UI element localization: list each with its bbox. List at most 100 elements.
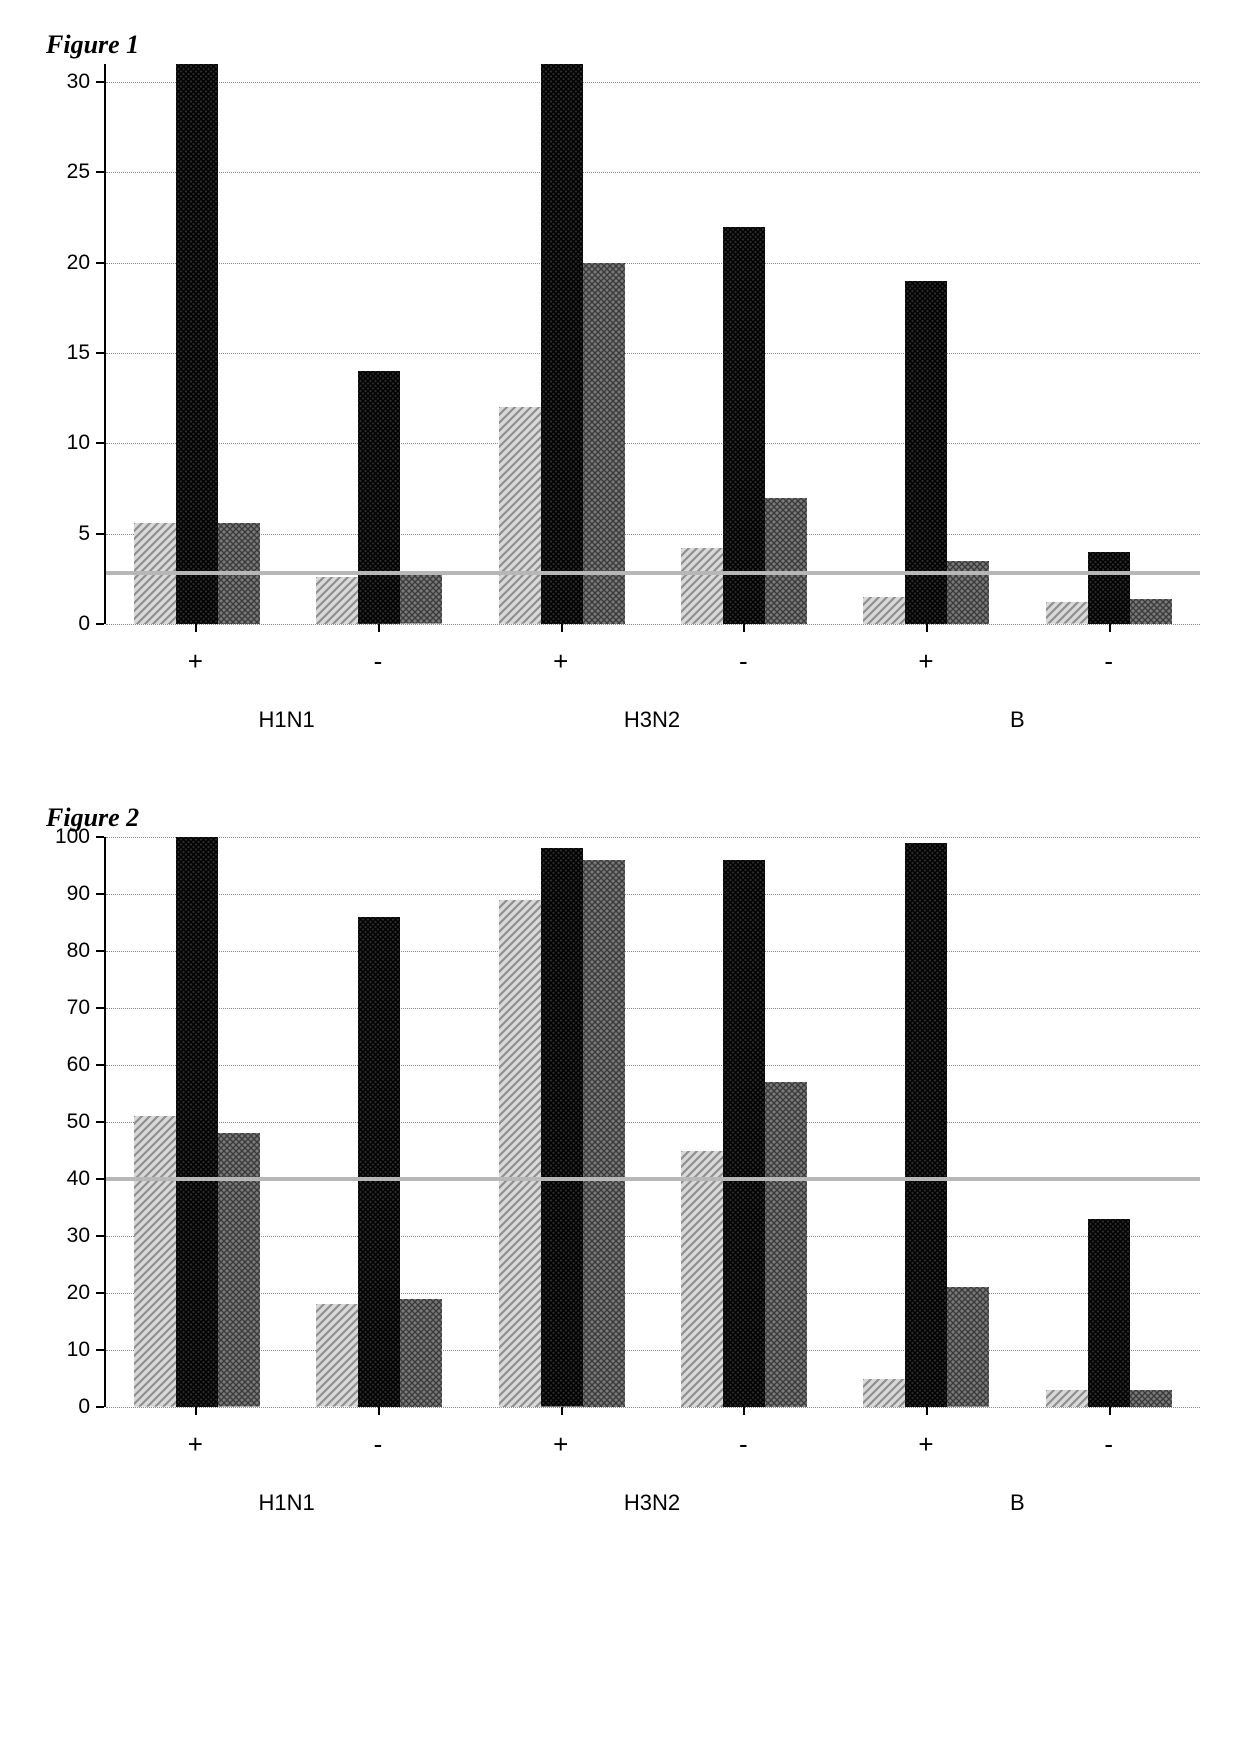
y-tick-mark [96, 950, 104, 952]
y-tick-label: 30 [67, 1224, 90, 1248]
figure-2: Figure 2 0102030405060708090100 +-+-+-H1… [40, 803, 1200, 1516]
y-tick-label: 10 [67, 1338, 90, 1362]
bar [905, 843, 947, 1407]
figure-1: Figure 1 051015202530 +-+-+-H1N1H3N2B [40, 30, 1200, 733]
bar [1088, 1219, 1130, 1407]
bar-group [106, 64, 288, 624]
bar [1046, 602, 1088, 624]
bar [723, 227, 765, 624]
y-tick-mark [96, 1349, 104, 1351]
figure-1-chart: 051015202530 +-+-+-H1N1H3N2B [40, 64, 1200, 733]
bar-group [288, 64, 470, 624]
y-tick-label: 60 [67, 1053, 90, 1077]
y-tick-label: 0 [78, 1395, 90, 1419]
y-tick-mark [96, 1178, 104, 1180]
x-category-label: H3N2 [469, 707, 834, 733]
bar [541, 848, 583, 1407]
figure-1-title: Figure 1 [46, 30, 1200, 60]
y-tick-mark [96, 1235, 104, 1237]
y-tick-mark [96, 262, 104, 264]
bar-group [288, 837, 470, 1407]
x-subgroup-label: + [104, 1415, 287, 1460]
x-subgroup-label: + [104, 632, 287, 677]
figure-2-plot-area [104, 837, 1200, 1407]
y-tick-label: 90 [67, 882, 90, 906]
figure-2-x-axis: +-+-+-H1N1H3N2B [104, 1407, 1200, 1516]
bar-group [106, 837, 288, 1407]
y-tick-mark [96, 533, 104, 535]
x-category-label: H1N1 [104, 707, 469, 733]
figure-2-title: Figure 2 [46, 803, 1200, 833]
figure-1-plot-area [104, 64, 1200, 624]
y-tick-mark [96, 442, 104, 444]
bar [176, 837, 218, 1407]
x-tick-mark [378, 1407, 380, 1415]
bar-group [653, 837, 835, 1407]
figure-1-bar-groups [106, 64, 1200, 624]
x-subgroup-label: + [835, 632, 1018, 677]
bar [765, 1082, 807, 1407]
y-tick-mark [96, 836, 104, 838]
x-tick-mark [926, 1407, 928, 1415]
bar [316, 577, 358, 624]
x-category-label: B [835, 707, 1200, 733]
x-subgroup-label: - [287, 632, 470, 677]
x-tick-mark [1109, 1407, 1111, 1415]
bar [134, 1116, 176, 1407]
y-tick-mark [96, 1121, 104, 1123]
figure-2-chart: 0102030405060708090100 +-+-+-H1N1H3N2B [40, 837, 1200, 1516]
y-tick-label: 40 [67, 1167, 90, 1191]
reference-line [106, 1177, 1200, 1181]
bar [358, 371, 400, 624]
y-tick-label: 70 [67, 996, 90, 1020]
bar [218, 1133, 260, 1407]
figure-1-y-axis: 051015202530 [40, 64, 104, 624]
y-tick-mark [96, 623, 104, 625]
x-category-label: H1N1 [104, 1490, 469, 1516]
y-tick-mark [96, 1292, 104, 1294]
y-tick-mark [96, 1064, 104, 1066]
bar [863, 1379, 905, 1408]
bar [681, 1151, 723, 1408]
x-tick-mark [561, 624, 563, 632]
bar-group [1018, 64, 1200, 624]
bar [358, 917, 400, 1407]
bar-group [471, 64, 653, 624]
figure-1-x-axis: +-+-+-H1N1H3N2B [104, 624, 1200, 733]
y-tick-label: 30 [67, 70, 90, 94]
y-tick-label: 10 [67, 431, 90, 455]
x-subgroup-label: - [287, 1415, 470, 1460]
bar [583, 263, 625, 624]
x-tick-mark [1109, 624, 1111, 632]
reference-line [106, 571, 1200, 575]
bar-group [653, 64, 835, 624]
y-tick-label: 100 [55, 825, 90, 849]
bar [1088, 552, 1130, 624]
x-subgroup-label: + [835, 1415, 1018, 1460]
bar [1130, 599, 1172, 624]
x-category-label: H3N2 [469, 1490, 834, 1516]
y-tick-label: 25 [67, 160, 90, 184]
bar [176, 64, 218, 624]
bar [1130, 1390, 1172, 1407]
x-category-label: B [835, 1490, 1200, 1516]
x-tick-mark [195, 624, 197, 632]
bar [947, 561, 989, 624]
x-subgroup-label: - [1017, 632, 1200, 677]
y-tick-label: 50 [67, 1110, 90, 1134]
x-tick-mark [743, 1407, 745, 1415]
bar [541, 64, 583, 624]
bar-group [1018, 837, 1200, 1407]
bar [499, 407, 541, 624]
y-tick-mark [96, 171, 104, 173]
x-tick-mark [743, 624, 745, 632]
bar [400, 573, 442, 624]
x-tick-mark [561, 1407, 563, 1415]
y-tick-label: 80 [67, 939, 90, 963]
x-subgroup-label: + [469, 632, 652, 677]
bar [316, 1304, 358, 1407]
bar [1046, 1390, 1088, 1407]
y-tick-mark [96, 81, 104, 83]
bar [723, 860, 765, 1407]
y-tick-label: 20 [67, 251, 90, 275]
